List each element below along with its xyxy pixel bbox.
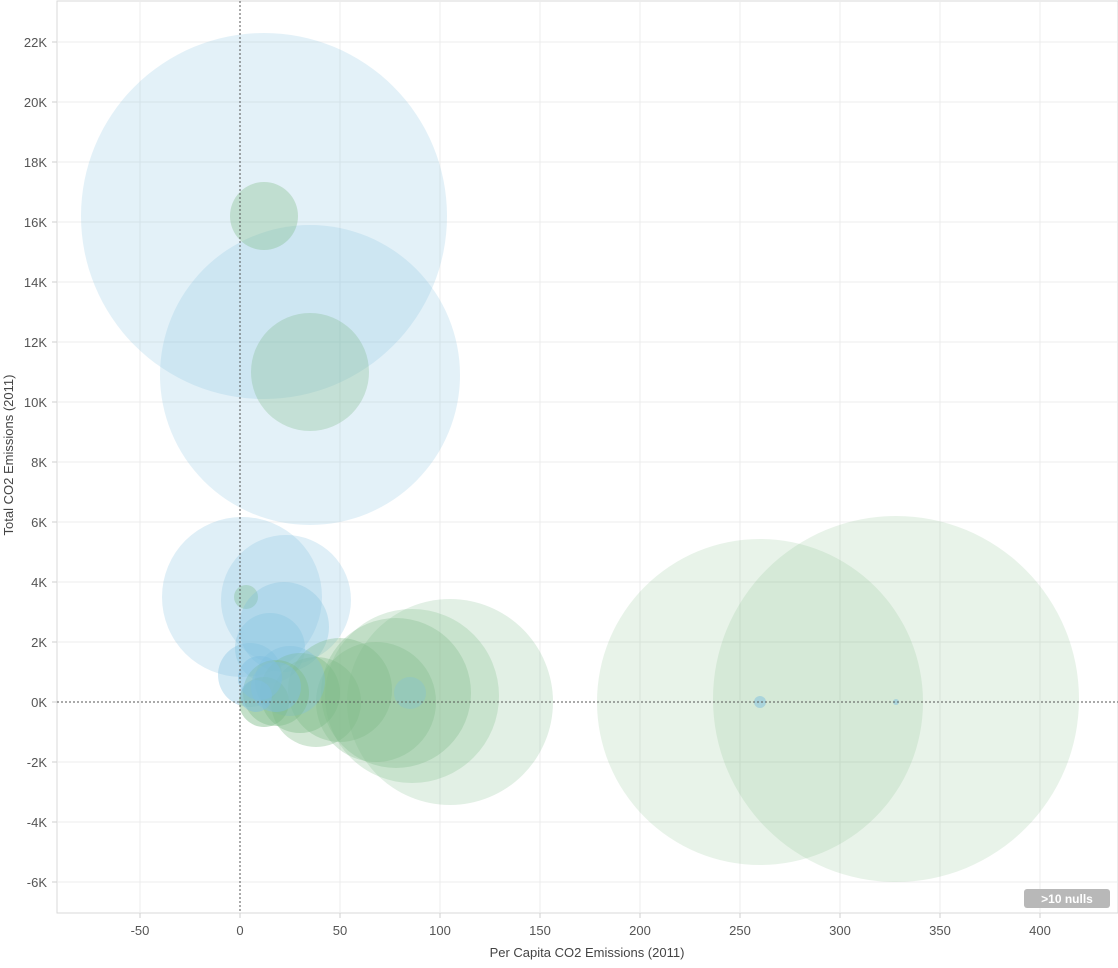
data-point[interactable] — [288, 638, 392, 742]
y-tick-label: 10K — [24, 395, 47, 410]
plot-frame — [56, 0, 1118, 914]
x-tick-label: 250 — [729, 923, 751, 938]
data-point[interactable] — [321, 618, 471, 768]
data-point[interactable] — [239, 582, 329, 672]
data-point[interactable] — [754, 696, 766, 708]
y-axis-ticks: 22K 20K 18K 16K 14K 12K 10K 8K 6K 4K 2K 0K -2K -4K -6K — [24, 35, 57, 890]
data-point[interactable] — [271, 657, 361, 747]
data-point[interactable] — [160, 225, 460, 525]
y-axis-title: Total CO2 Emissions (2011) — [1, 375, 16, 536]
y-tick-label: -6K — [27, 875, 48, 890]
y-tick-label: 18K — [24, 155, 47, 170]
null-indicator-label[interactable]: >10 nulls — [1041, 892, 1093, 906]
data-point[interactable] — [81, 33, 447, 399]
y-tick-label: 6K — [31, 515, 47, 530]
x-tick-label: 400 — [1029, 923, 1051, 938]
x-tick-label: 300 — [829, 923, 851, 938]
data-point[interactable] — [255, 646, 325, 716]
x-tick-label: -50 — [131, 923, 150, 938]
x-tick-label: 50 — [333, 923, 347, 938]
y-tick-label: 14K — [24, 275, 47, 290]
y-tick-label: 0K — [31, 695, 47, 710]
y-tick-label: 4K — [31, 575, 47, 590]
x-tick-label: 350 — [929, 923, 951, 938]
bubbles — [81, 33, 1079, 882]
data-point[interactable] — [230, 182, 298, 250]
data-point[interactable] — [251, 313, 369, 431]
null-indicator[interactable]: >10 nulls — [1024, 889, 1110, 908]
x-axis-title: Per Capita CO2 Emissions (2011) — [490, 945, 685, 960]
grid-lines — [57, 1, 1118, 913]
y-tick-label: 2K — [31, 635, 47, 650]
y-tick-label: 22K — [24, 35, 47, 50]
data-point[interactable] — [325, 609, 499, 783]
data-point[interactable] — [240, 680, 272, 712]
y-tick-label: 12K — [24, 335, 47, 350]
y-tick-label: 8K — [31, 455, 47, 470]
x-tick-label: 150 — [529, 923, 551, 938]
data-point[interactable] — [893, 699, 899, 705]
y-tick-label: -2K — [27, 755, 48, 770]
data-point[interactable] — [316, 642, 436, 762]
null-indicator-badge[interactable] — [1024, 889, 1110, 908]
reference-lines — [57, 1, 1118, 913]
data-point[interactable] — [221, 535, 351, 665]
data-point[interactable] — [235, 613, 305, 683]
y-tick-label: 20K — [24, 95, 47, 110]
data-point[interactable] — [394, 677, 426, 709]
data-point[interactable] — [162, 517, 322, 677]
y-tick-label: 16K — [24, 215, 47, 230]
x-axis-ticks: -50 0 50 100 150 200 250 300 350 400 — [131, 913, 1051, 938]
x-tick-label: 100 — [429, 923, 451, 938]
data-point[interactable] — [260, 653, 340, 733]
x-tick-label: 0 — [236, 923, 243, 938]
x-tick-label: 200 — [629, 923, 651, 938]
y-tick-label: -4K — [27, 815, 48, 830]
